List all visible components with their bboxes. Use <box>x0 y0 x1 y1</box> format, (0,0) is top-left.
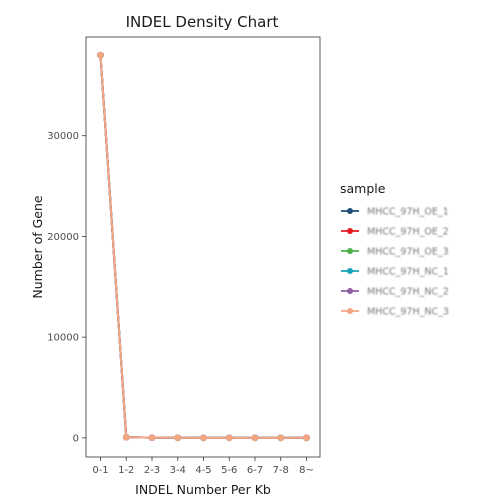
legend: sample MHCC_97H_OE_1MHCC_97H_OE_2MHCC_97… <box>340 181 449 318</box>
legend-entry: MHCC_97H_OE_3 <box>341 247 449 258</box>
x-axis: 0-1 1-2 2-3 3-4 4-5 5-6 6-7 7-8 8~ <box>92 457 314 476</box>
legend-key-point <box>347 288 353 294</box>
legend-key-point <box>347 228 353 234</box>
x-tick-label: 2-3 <box>144 465 160 476</box>
plot-panel <box>85 36 321 458</box>
x-tick-label: 1-2 <box>118 465 134 476</box>
x-tick-label: 0-1 <box>92 465 108 476</box>
legend-key-point <box>347 248 353 254</box>
data-point <box>97 51 104 59</box>
x-tick-label: 5-6 <box>221 465 237 476</box>
data-point <box>303 434 310 442</box>
legend-key-point <box>347 308 353 314</box>
data-point <box>122 433 130 441</box>
data-point <box>148 434 156 441</box>
x-tick-label: 4-5 <box>195 465 211 476</box>
legend-entry: MHCC_97H_NC_3 <box>341 307 449 318</box>
y-tick-label: 10000 <box>47 333 79 344</box>
legend-entry: MHCC_97H_NC_2 <box>341 287 449 298</box>
legend-label: MHCC_97H_NC_1 <box>367 267 449 278</box>
legend-label: MHCC_97H_OE_1 <box>367 207 449 218</box>
legend-label: MHCC_97H_OE_2 <box>367 227 449 238</box>
legend-entry: MHCC_97H_NC_1 <box>341 267 449 278</box>
x-axis-label: INDEL Number Per Kb <box>135 482 271 497</box>
y-axis: 0 10000 20000 30000 <box>47 131 86 444</box>
legend-label: MHCC_97H_NC_3 <box>367 307 449 318</box>
legend-label: MHCC_97H_OE_3 <box>367 247 449 258</box>
x-tick-label: 7-8 <box>273 465 289 476</box>
legend-entry: MHCC_97H_OE_2 <box>341 227 449 238</box>
x-tick-label: 8~ <box>299 465 314 476</box>
legend-label: MHCC_97H_NC_2 <box>367 287 449 298</box>
x-tick-label: 3-4 <box>170 465 186 476</box>
y-tick-label: 0 <box>73 433 79 444</box>
legend-title: sample <box>340 181 386 196</box>
data-point <box>200 434 207 442</box>
y-tick-label: 20000 <box>47 232 79 243</box>
data-point <box>225 434 233 442</box>
series <box>97 51 310 442</box>
data-point <box>277 434 285 442</box>
chart-title: INDEL Density Chart <box>126 13 279 31</box>
legend-items: MHCC_97H_OE_1 MHCC_97H_OE_2 MHCC_97H_OE_3 M… <box>341 207 449 318</box>
legend-key-point <box>347 268 353 274</box>
y-axis-label: Number of Gene <box>30 195 45 299</box>
data-point <box>251 434 259 442</box>
y-tick-label: 30000 <box>47 131 79 142</box>
series-layer <box>97 51 310 442</box>
data-point <box>174 434 182 442</box>
legend-key-point <box>347 208 353 214</box>
x-tick-label: 6-7 <box>247 465 263 476</box>
legend-entry: MHCC_97H_OE_1 <box>341 207 449 218</box>
